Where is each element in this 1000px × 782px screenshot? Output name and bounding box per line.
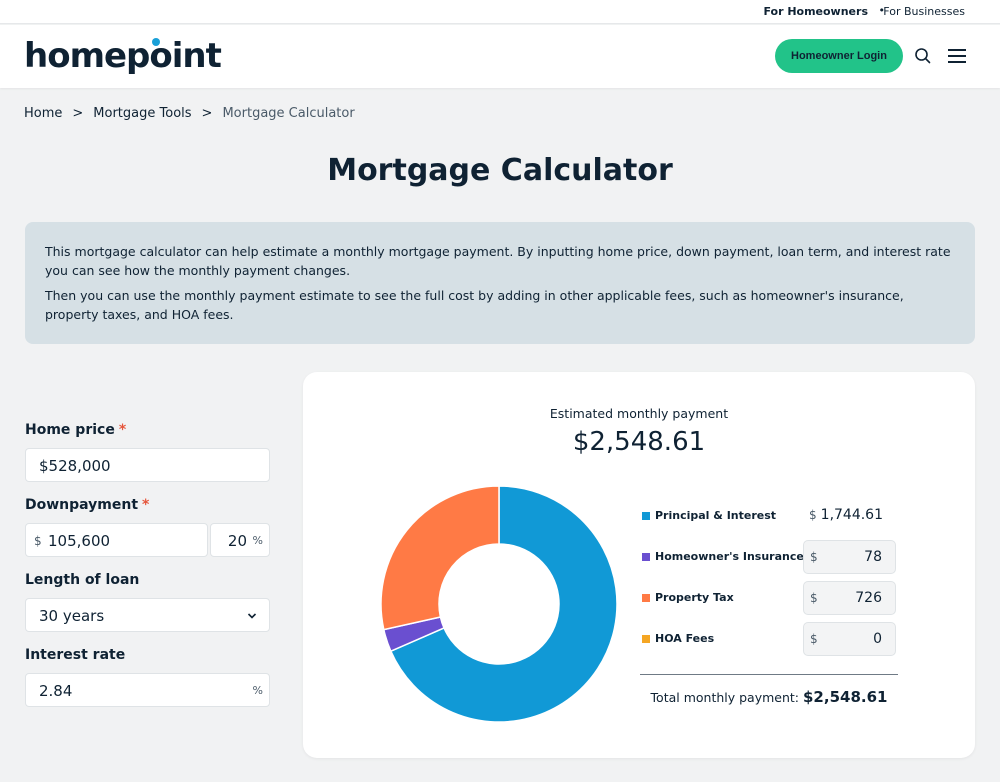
payment-summary-card: Estimated monthly payment $2,548.61 Prin… [303,372,975,758]
legend-swatch [642,512,650,520]
legend-label: Property Tax [655,591,734,604]
legend-label: Principal & Interest [655,509,777,522]
required-marker: * [142,497,150,513]
property-tax-value: 726 [855,590,882,606]
interest-rate-label: Interest rate [25,647,126,663]
home-price-input[interactable]: $528,000 [25,448,270,482]
breadcrumb-current: Mortgage Calculator [222,106,355,121]
downpayment-percent-value: 20 [227,532,247,550]
currency-prefix: $ [810,591,818,605]
total-monthly-payment: Total monthly payment: $2,548.61 [640,688,898,706]
page-title: Mortgage Calculator [327,153,673,188]
currency-prefix: $ [810,632,818,646]
currency-prefix: $ [810,550,818,564]
home-price-value: $528,000 [39,457,111,475]
intro-panel: This mortgage calculator can help estima… [25,222,975,344]
search-icon[interactable] [912,45,934,67]
total-divider [640,674,898,675]
homeowners-insurance-value: 78 [864,549,882,565]
loan-length-label: Length of loan [25,572,140,588]
loan-length-select[interactable]: 30 years [25,598,270,632]
hamburger-menu-icon[interactable] [946,47,968,65]
audience-bar: For Homeowners • For Businesses [0,0,1000,24]
total-value: $2,548.61 [803,688,888,706]
required-marker: * [118,422,127,438]
legend-principal-interest: Principal & Interest $ 1,744.61 [640,499,900,533]
estimated-payment-label: Estimated monthly payment [549,406,729,421]
currency-prefix: $ [34,534,42,548]
audience-separator: • [878,4,886,17]
hoa-fees-value: 0 [873,631,882,647]
intro-paragraph: Then you can use the monthly payment est… [45,288,904,322]
legend-homeowners-insurance: Homeowner's Insurance $ 78 [640,540,900,574]
principal-interest-value: 1,744.61 [820,507,883,523]
legend-swatch [642,553,650,561]
downpayment-label: Downpayment * [25,497,149,513]
chevron-right-icon: > [201,106,213,121]
chevron-right-icon: > [72,106,84,121]
chevron-down-icon [247,613,257,619]
breadcrumb: Home > Mortgage Tools > Mortgage Calcula… [24,106,355,121]
payment-donut-chart [380,485,618,723]
loan-length-value: 30 years [39,607,105,625]
downpayment-amount-input[interactable]: $ 105,600 [25,523,208,557]
estimated-payment-value: $2,548.61 [572,427,706,457]
percent-suffix: % [252,534,263,547]
legend-swatch [642,594,650,602]
downpayment-label-text: Downpayment [25,497,139,513]
intro-paragraph: This mortgage calculator can help estima… [45,244,951,278]
downpayment-percent-input[interactable]: 20 % [210,523,270,557]
principal-interest-amount: $ 1,744.61 [803,499,896,533]
for-homeowners-link[interactable]: For Homeowners [763,5,868,18]
downpayment-amount-value: 105,600 [48,532,111,550]
home-price-label: Home price * [25,422,126,438]
property-tax-input[interactable]: $ 726 [803,581,896,615]
homepoint-logo[interactable]: homepoint [24,36,222,76]
hoa-fees-input[interactable]: $ 0 [803,622,896,656]
percent-suffix: % [252,684,263,697]
interest-rate-value: 2.84 [39,682,73,700]
currency-prefix: $ [809,508,817,522]
legend-hoa-fees: HOA Fees $ 0 [640,622,900,656]
legend-label: Homeowner's Insurance [655,550,804,563]
homeowner-login-button[interactable]: Homeowner Login [775,39,903,73]
legend-property-tax: Property Tax $ 726 [640,581,900,615]
total-label: Total monthly payment: [650,690,800,705]
breadcrumb-home[interactable]: Home [24,106,63,121]
logo-accent-dot [152,38,160,46]
legend-swatch [642,635,650,643]
site-header: homepoint Homeowner Login [0,25,1000,88]
donut-slice-property-tax [380,485,500,631]
donut-slice-principal-interest [389,485,618,723]
homeowners-insurance-input[interactable]: $ 78 [803,540,896,574]
breadcrumb-mortgage-tools[interactable]: Mortgage Tools [93,106,192,121]
interest-rate-input[interactable]: 2.84 % [25,673,270,707]
legend-label: HOA Fees [655,632,715,645]
for-businesses-link[interactable]: For Businesses [883,5,965,18]
home-price-label-text: Home price [25,422,115,438]
